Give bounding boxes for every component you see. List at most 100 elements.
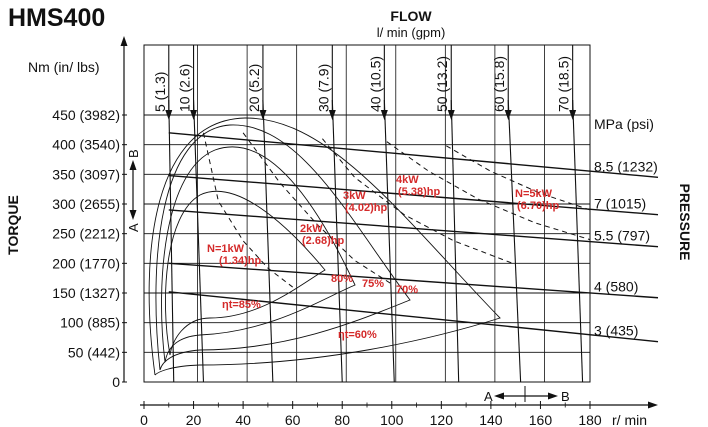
efficiency-contour-4 <box>148 117 501 376</box>
direction-b-label: B <box>126 149 141 158</box>
power-label-hp: (2.68)hp <box>302 235 344 247</box>
y-tick-label: 400 (3540) <box>52 137 120 153</box>
efficiency-contour-1 <box>165 190 326 356</box>
flow-line-label: 40 (10.5) <box>367 56 383 112</box>
flow-units: l/ min (gpm) <box>377 25 446 40</box>
flow-line <box>383 99 395 383</box>
flow-lines <box>165 45 584 383</box>
flow-arrow <box>328 110 336 120</box>
pressure-line <box>168 291 659 343</box>
power-line <box>242 132 393 285</box>
direction-a-label-bottom: A <box>484 389 493 404</box>
y-tick-label: 0 <box>112 374 120 390</box>
flow-arrow <box>447 110 455 120</box>
x-axis-units: r/ min <box>612 412 647 427</box>
y-tick-label: 100 (885) <box>60 315 120 331</box>
x-tick-label: 40 <box>235 412 251 427</box>
y-tick-label: 50 (442) <box>68 344 120 360</box>
y-tick-label: 250 (2212) <box>52 226 120 242</box>
y-axis-arrow <box>120 36 128 46</box>
power-label: 4kW <box>396 174 419 186</box>
power-line <box>202 132 293 288</box>
x-tick-label: 120 <box>430 412 454 427</box>
flow-line <box>331 99 343 383</box>
x-tick-label: 160 <box>529 412 553 427</box>
pressure-units: MPa (psi) <box>594 116 654 132</box>
power-line <box>322 138 516 265</box>
efficiency-label: ηt=60% <box>338 329 377 341</box>
flow-line-label: 10 (2.6) <box>177 64 193 112</box>
chart-title: HMS400 <box>8 4 105 32</box>
power-label-hp: (1.34)hp <box>219 255 261 267</box>
power-label: N=1kW <box>207 243 245 255</box>
x-tick-label: 100 <box>380 412 404 427</box>
x-tick-label: 180 <box>578 412 602 427</box>
power-label: N=5kW <box>515 188 553 200</box>
flow-line-label: 20 (5.2) <box>246 64 262 112</box>
flow-arrow <box>190 110 198 120</box>
flow-line <box>507 99 522 383</box>
flow-line-label: 50 (13.2) <box>434 56 450 112</box>
chart-labels: 5 (1.3) 10 (2.6) 20 (5.2) 30 (7.9) 40 (10.5)… <box>152 56 658 341</box>
flow-header: FLOW <box>390 8 432 24</box>
pressure-line <box>168 209 659 248</box>
pressure-line <box>168 174 659 216</box>
y-axis-units: Nm (in/ lbs) <box>28 59 100 75</box>
flow-arrow <box>380 110 388 120</box>
pressure-line-label: 4 (580) <box>594 279 638 295</box>
pressure-label: PRESSURE <box>677 183 693 260</box>
chart-axes: 0 50 (442) 100 (885) 150 (1327) 200 (1770) 25… <box>52 36 658 427</box>
x-tick-label: 60 <box>285 412 301 427</box>
efficiency-label: 75% <box>362 278 384 290</box>
flow-line-label: 70 (18.5) <box>556 56 572 112</box>
y-tick-label: 200 (1770) <box>52 255 120 271</box>
flow-line <box>168 99 175 383</box>
flow-line <box>450 99 460 383</box>
flow-line <box>262 99 274 383</box>
plot-frame <box>143 44 591 383</box>
efficiency-label: ηt=85% <box>222 299 261 311</box>
direction-b-label-bottom: B <box>561 389 570 404</box>
efficiency-contour-2 <box>161 146 356 363</box>
y-tick-label: 450 (3982) <box>52 107 120 123</box>
pressure-line-label: 7 (1015) <box>594 196 646 212</box>
pressure-line <box>168 262 659 299</box>
x-tick-label: 140 <box>479 412 503 427</box>
pressure-line-label: 5.5 (797) <box>594 228 650 244</box>
x-tick-label: 80 <box>334 412 350 427</box>
direction-indicator-left: B A <box>126 149 141 232</box>
flow-arrow <box>569 110 577 120</box>
efficiency-label: 70% <box>396 284 418 296</box>
flow-arrow <box>504 110 512 120</box>
pressure-lines <box>168 132 659 343</box>
flow-line-label: 60 (15.8) <box>491 56 507 112</box>
direction-a-label: A <box>126 223 141 232</box>
direction-indicator-bottom: A B <box>484 386 570 404</box>
power-label: 2kW <box>300 223 323 235</box>
power-lines <box>202 132 591 288</box>
y-tick-label: 150 (1327) <box>52 285 120 301</box>
pressure-line-label: 3 (435) <box>594 323 638 339</box>
y-tick-label: 300 (2655) <box>52 196 120 212</box>
x-tick-label: 20 <box>186 412 202 427</box>
flow-line-label: 5 (1.3) <box>152 72 168 112</box>
power-label-hp: (5.38)hp <box>398 186 440 198</box>
flow-arrow <box>259 110 267 120</box>
efficiency-label: 80% <box>331 273 353 285</box>
x-axis-arrow <box>648 401 658 409</box>
flow-arrow <box>165 110 173 120</box>
flow-line-label: 30 (7.9) <box>315 64 331 112</box>
pressure-line-label: 8.5 (1232) <box>594 158 658 174</box>
power-label: 3kW <box>343 190 366 202</box>
pressure-line <box>168 132 659 178</box>
power-line <box>386 141 591 241</box>
power-label-hp: (4.02)hp <box>345 202 387 214</box>
x-tick-label: 0 <box>140 412 148 427</box>
flow-line <box>193 99 205 383</box>
torque-label: TORQUE <box>5 195 21 255</box>
efficiency-contours <box>148 117 501 376</box>
power-label-hp: (6.70)hp <box>517 200 559 212</box>
y-tick-label: 350 (3097) <box>52 166 120 182</box>
efficiency-contour-3 <box>155 124 411 371</box>
